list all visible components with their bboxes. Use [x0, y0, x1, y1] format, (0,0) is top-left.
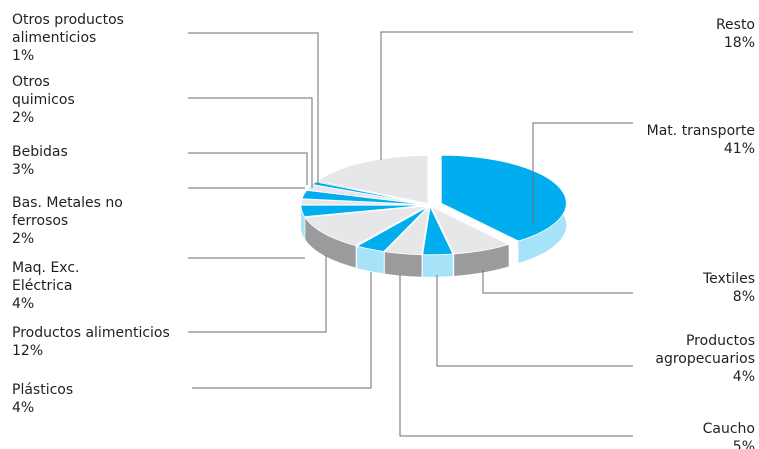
- value-label: 41%: [723, 141, 755, 157]
- slice-label: Otros productos alimenticios 1%: [12, 11, 162, 65]
- category-name: Otros productos alimenticios: [12, 12, 124, 46]
- slice-label: Plásticos 4%: [12, 381, 172, 417]
- category-name: Bas. Metales no ferrosos: [12, 195, 123, 229]
- leader-line: [482, 270, 633, 294]
- value-label: 12%: [12, 343, 44, 359]
- category-name: Otros quimicos: [12, 74, 75, 108]
- slice: [316, 155, 429, 204]
- category-name: Textiles: [702, 271, 755, 287]
- slice-side: [454, 244, 509, 276]
- leader-line: [436, 275, 633, 367]
- slice-label: Maq. Exc. Eléctrica 4%: [12, 259, 102, 313]
- slice: [430, 205, 510, 255]
- value-label: 4%: [12, 296, 35, 312]
- slice: [383, 205, 430, 256]
- slice-label: Mat. transporte 41%: [595, 122, 755, 158]
- category-name: Productos agropecuarios: [655, 333, 755, 367]
- leader-line: [532, 122, 633, 225]
- category-name: Resto: [715, 17, 755, 33]
- slice-label: Bebidas 3%: [12, 143, 172, 179]
- slice: [356, 206, 429, 252]
- leader-line: [188, 97, 313, 188]
- slice-label: Otros quimicos 2%: [12, 73, 75, 127]
- slice: [422, 205, 454, 256]
- leader-line: [192, 272, 372, 389]
- category-name: Maq. Exc. Eléctrica: [12, 260, 80, 294]
- leader-line: [380, 31, 633, 160]
- leader-line: [188, 32, 319, 185]
- leader-line: [188, 255, 327, 333]
- value-label: 8%: [732, 289, 755, 305]
- value-label: 18%: [723, 35, 755, 51]
- category-name: Productos alimenticios: [12, 325, 170, 341]
- value-label: 2%: [12, 231, 35, 247]
- value-label: 1%: [12, 48, 35, 64]
- slice: [304, 205, 427, 246]
- slice-label: Productos agropecuarios 4%: [625, 332, 755, 386]
- slice-label: Productos alimenticios 12%: [12, 324, 192, 360]
- slice: [300, 204, 427, 218]
- slice: [306, 184, 427, 205]
- slice-side: [357, 246, 384, 274]
- slice-label: Resto 18%: [635, 16, 755, 52]
- slice: [312, 181, 427, 205]
- category-name: Plásticos: [12, 382, 74, 398]
- slice-label: Bas. Metales no ferrosos 2%: [12, 194, 162, 248]
- value-label: 3%: [12, 162, 35, 178]
- value-label: 4%: [12, 400, 35, 416]
- leader-line: [399, 275, 633, 437]
- value-label: 4%: [732, 369, 755, 385]
- value-label: 5%: [732, 439, 755, 449]
- category-name: Caucho: [702, 421, 755, 437]
- slice-label: Textiles 8%: [635, 270, 755, 306]
- slice-label: Caucho 5%: [635, 420, 755, 449]
- slice-side: [301, 205, 305, 239]
- category-name: Bebidas: [12, 144, 68, 160]
- slice: [440, 154, 567, 242]
- value-label: 2%: [12, 110, 35, 126]
- slice-side: [384, 251, 422, 277]
- leader-line: [188, 152, 308, 185]
- category-name: Mat. transporte: [646, 123, 755, 139]
- slice-side: [422, 254, 453, 277]
